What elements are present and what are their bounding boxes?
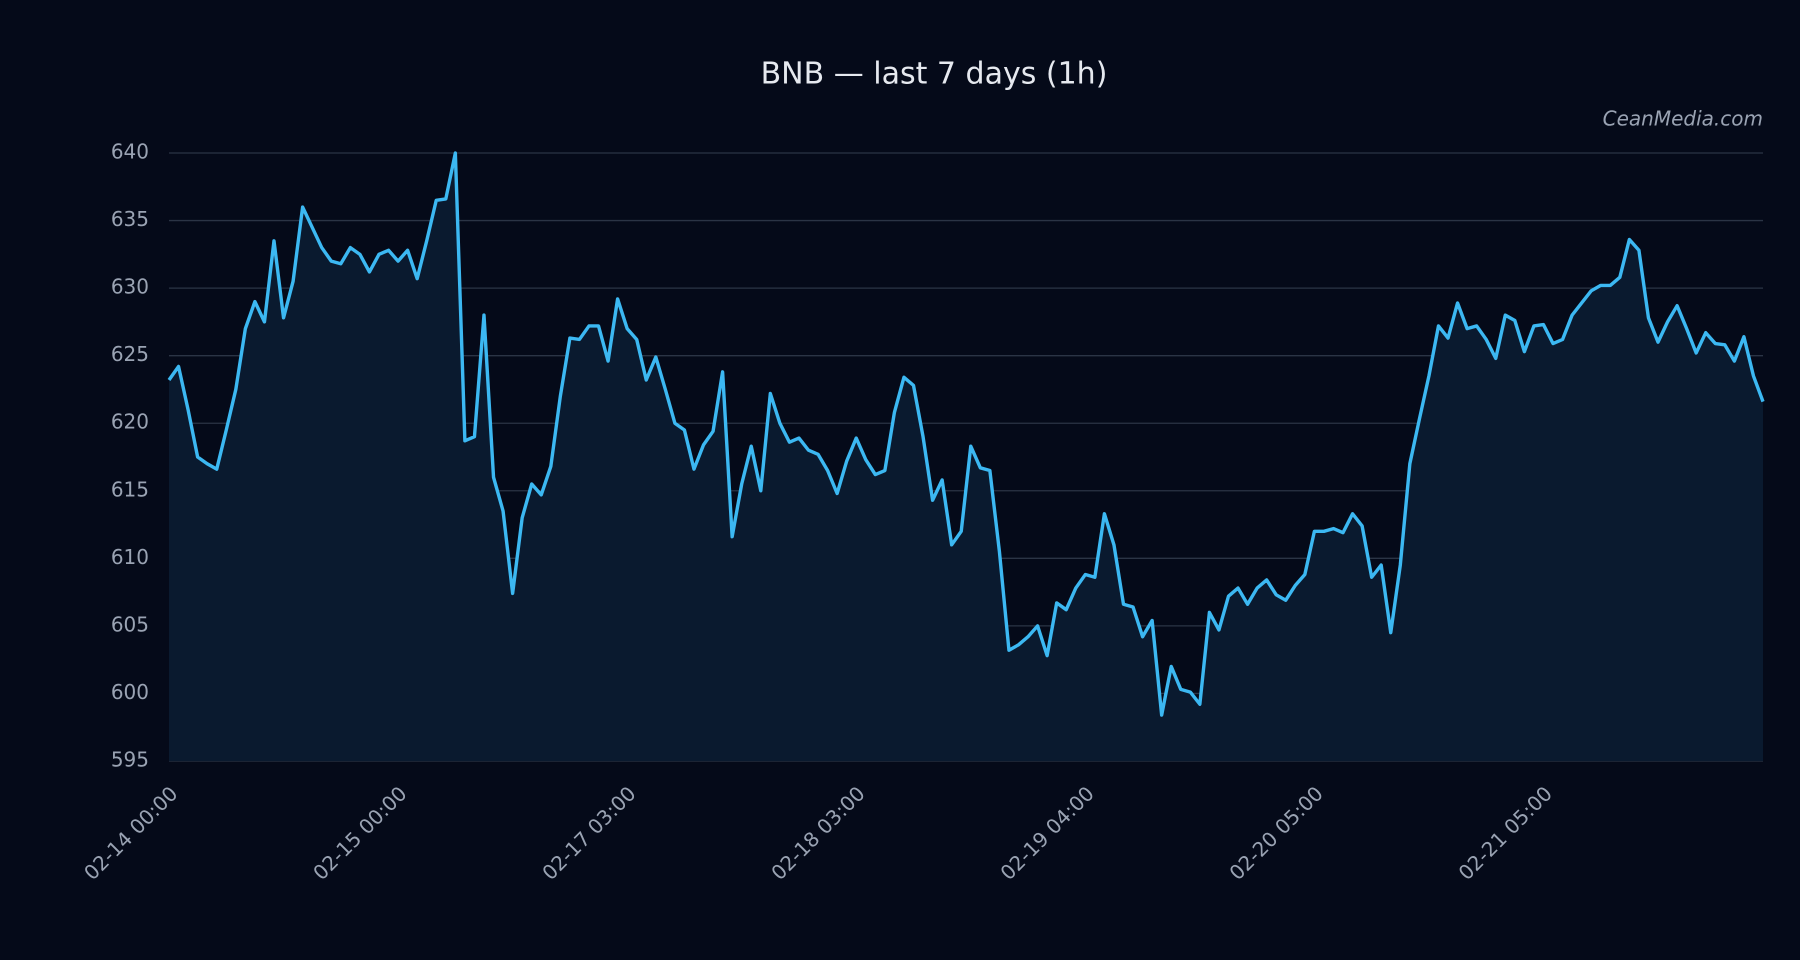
chart-title: BNB — last 7 days (1h) (761, 57, 1108, 92)
y-tick-label: 620 (111, 410, 149, 434)
y-tick-label: 640 (111, 140, 149, 164)
y-tick-label: 610 (111, 545, 149, 569)
y-tick-label: 625 (111, 342, 149, 366)
line (167, 151, 1765, 717)
y-tick-label: 600 (111, 680, 149, 704)
y-tick-label: 595 (111, 748, 149, 772)
watermark: CeanMedia.com (1603, 107, 1763, 131)
y-tick-label: 615 (111, 477, 149, 501)
y-tick-label: 635 (111, 207, 149, 231)
y-tick-label: 605 (111, 612, 149, 636)
y-tick-label: 630 (111, 275, 149, 299)
area (169, 153, 1763, 761)
